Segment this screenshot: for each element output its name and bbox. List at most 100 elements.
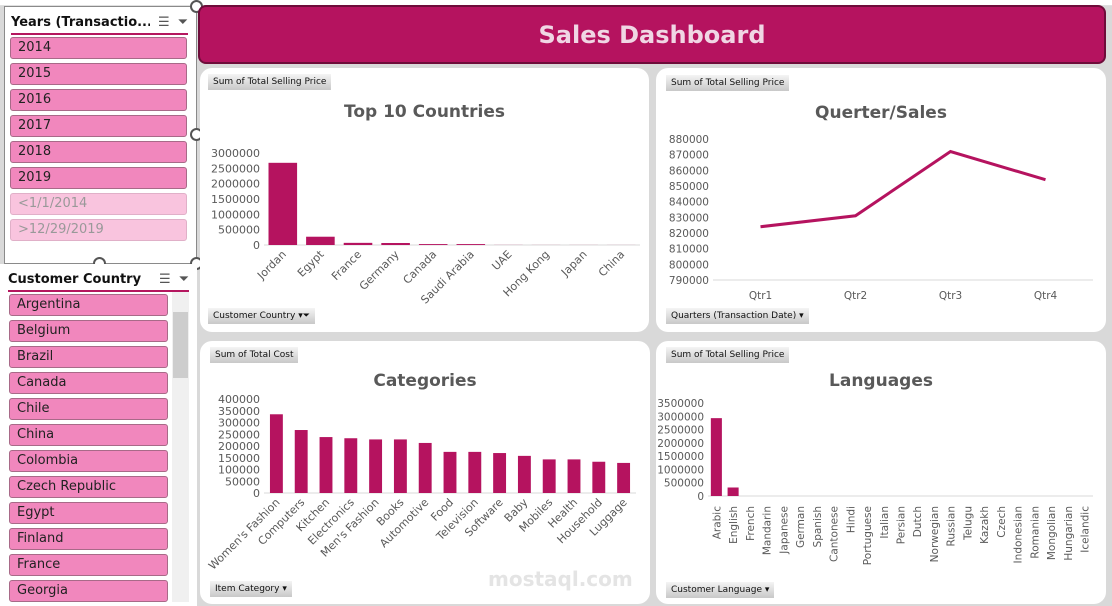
country-slicer[interactable]: Customer Country ☰ ⏷ Argentina Belgium Brazi… [0,264,197,606]
value-field-button[interactable]: Sum of Total Cost [210,347,299,363]
x-tick-label: Qtr3 [939,290,962,302]
y-tick-label: 400000 [218,393,260,406]
x-tick-label: Cantonese [829,506,841,562]
x-tick-label: Qtr4 [1034,290,1058,302]
x-tick-label: Indonesian [1013,506,1025,563]
country-item[interactable]: Canada [9,372,168,394]
years-slicer-title: Years (Transactio... [11,14,150,30]
country-item[interactable]: Colombia [9,450,168,472]
series-line [760,149,1046,229]
dashboard-title: Sales Dashboard [198,5,1106,64]
country-item[interactable]: China [9,424,168,446]
year-item[interactable]: 2018 [10,141,187,163]
categories-chart-panel: Sum of Total Cost Categories 0 50000 10000… [200,341,650,604]
chart-title: Querter/Sales [815,103,947,123]
year-item-disabled[interactable]: <1/1/2014 [10,193,187,215]
y-tick-label: 820000 [669,228,709,240]
bar [319,437,333,493]
clear-filter-icon[interactable]: ⏷ [178,271,189,287]
y-tick-label: 0 [253,487,260,500]
years-slicer[interactable]: Years (Transactio... ☰ ⏷ 2014 2015 2016 2017 2… [4,6,197,264]
y-tick-label: 3000000 [657,411,704,423]
axis-field-button[interactable]: Customer Country ▾⏷ [208,308,315,324]
axis-field-label: Item Category [215,584,280,594]
country-item[interactable]: Czech Republic [9,476,168,498]
y-tick-label: 810000 [669,244,709,256]
chart-title: Languages [829,371,933,391]
year-item[interactable]: 2017 [10,115,187,137]
languages-chart-panel: Sum of Total Selling Price Languages 0 50… [656,341,1106,604]
x-tick-label: France [329,248,364,283]
axis-field-label: Customer Language [671,585,762,595]
x-tick-label: Egypt [295,247,327,279]
x-tick-label: Romanian [1029,506,1041,559]
country-item[interactable]: Argentina [9,294,168,316]
y-tick-label: 2000000 [211,178,260,191]
year-item[interactable]: 2014 [10,37,187,59]
scrollbar-thumb[interactable] [173,312,188,378]
bar [418,442,432,493]
bar [517,455,531,493]
y-tick-label: 350000 [218,405,260,418]
x-tick-label: Hungarian [1063,506,1075,561]
country-scrollbar[interactable] [172,292,189,602]
x-tick-label: UAE [489,248,514,273]
y-tick-label: 1500000 [211,193,260,206]
bar [418,244,448,245]
country-item[interactable]: France [9,554,168,576]
x-tick-label: Dutch [912,506,924,537]
axis-field-button[interactable]: Quarters (Transaction Date) ▾ [666,308,809,324]
bar [617,462,631,493]
country-item[interactable]: Georgia [9,580,168,602]
country-item[interactable]: Egypt [9,502,168,524]
value-field-button[interactable]: Sum of Total Selling Price [666,347,790,363]
y-tick-label: 850000 [669,181,709,193]
value-field-button[interactable]: Sum of Total Selling Price [666,75,790,91]
filter-icon: ▾⏷ [298,311,310,321]
y-tick-label: 2000000 [657,438,704,450]
bar [343,242,373,245]
year-item-disabled[interactable]: >12/29/2019 [10,219,187,241]
year-item[interactable]: 2019 [10,167,187,189]
axis-field-button[interactable]: Customer Language ▾ [666,582,775,598]
y-tick-label: 1500000 [657,451,704,463]
y-tick-label: 0 [697,491,704,503]
clear-filter-icon[interactable]: ⏷ [177,14,188,30]
multi-select-icon[interactable]: ☰ [157,14,170,30]
x-tick-label: Mongolian [1046,506,1058,560]
bar [493,453,507,493]
multi-select-icon[interactable]: ☰ [158,271,171,287]
axis-field-button[interactable]: Item Category ▾ [210,581,292,597]
country-item[interactable]: Belgium [9,320,168,342]
country-item[interactable]: Finland [9,528,168,550]
y-tick-label: 2500000 [657,425,704,437]
x-tick-label: Jordan [254,248,289,283]
categories-chart: 0500001000001500002000002500003000003500… [206,393,636,572]
y-tick-label: 1000000 [657,464,704,476]
bar [344,438,358,493]
x-tick-label: Spanish [812,506,824,547]
x-tick-label: Norwegian [929,506,941,562]
y-tick-label: 790000 [669,275,709,287]
country-item[interactable]: Chile [9,398,168,420]
y-tick-label: 840000 [669,197,709,209]
x-tick-label: China [596,248,627,279]
x-tick-label: Portuguese [862,506,874,565]
bar [710,418,722,496]
chart-title: Categories [373,371,477,391]
y-tick-label: 830000 [669,212,709,224]
quarters-chart-panel: Sum of Total Selling Price Querter/Sales… [656,68,1106,332]
y-tick-label: 3500000 [657,398,704,410]
value-field-button[interactable]: Sum of Total Selling Price [208,74,332,90]
x-tick-label: Czech [996,506,1008,538]
watermark: mostaql.com [488,567,633,591]
bar [269,414,283,493]
year-item[interactable]: 2016 [10,89,187,111]
year-item[interactable]: 2015 [10,63,187,85]
y-tick-label: 3000000 [211,147,260,160]
country-slicer-title: Customer Country [8,271,142,287]
x-tick-label: French [745,506,757,541]
axis-field-label: Customer Country [213,311,296,321]
x-tick-label: Kazakh [979,506,991,544]
country-item[interactable]: Brazil [9,346,168,368]
